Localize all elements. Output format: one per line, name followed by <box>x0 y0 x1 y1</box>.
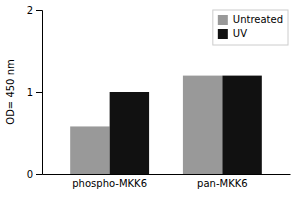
chart: 0 1 2 phospho-MKK6 pan-MKK6 Untreated UV OD= 45… <box>0 0 300 200</box>
bar <box>183 76 222 174</box>
tick: 0 <box>27 169 42 180</box>
legend-swatch <box>218 29 228 39</box>
legend: Untreated UV <box>213 10 288 45</box>
legend-item: UV <box>218 28 247 39</box>
axis-line <box>36 11 43 175</box>
axis-line <box>43 174 291 175</box>
bar <box>222 76 261 174</box>
bar-series <box>70 76 222 174</box>
tick-line <box>36 92 42 93</box>
legend-box <box>213 10 288 45</box>
tick-line <box>36 10 42 11</box>
legend-label: Untreated <box>233 14 283 25</box>
tick-label: 2 <box>27 5 33 16</box>
tick-label: pan-MKK6 <box>197 178 248 189</box>
bar <box>110 92 149 174</box>
bar <box>70 126 109 174</box>
bars <box>70 76 262 174</box>
y-axis-title: OD= 450 nm <box>5 59 16 124</box>
tick-label: 0 <box>27 169 33 180</box>
x-axis: phospho-MKK6 pan-MKK6 <box>43 175 291 190</box>
plot: 0 1 2 phospho-MKK6 pan-MKK6 Untreated UV <box>27 5 291 189</box>
legend-label: UV <box>233 28 247 39</box>
tick: 2 <box>27 5 42 16</box>
tick: pan-MKK6 <box>197 178 248 189</box>
tick-label: phospho-MKK6 <box>72 178 147 189</box>
tick-line <box>36 174 42 175</box>
bar-series <box>110 76 262 174</box>
tick: phospho-MKK6 <box>72 178 147 189</box>
tick: 1 <box>27 87 42 98</box>
tick-label: 1 <box>27 87 33 98</box>
y-axis: 0 1 2 <box>27 5 43 180</box>
legend-item: Untreated <box>218 14 283 25</box>
legend-swatch <box>218 15 228 25</box>
